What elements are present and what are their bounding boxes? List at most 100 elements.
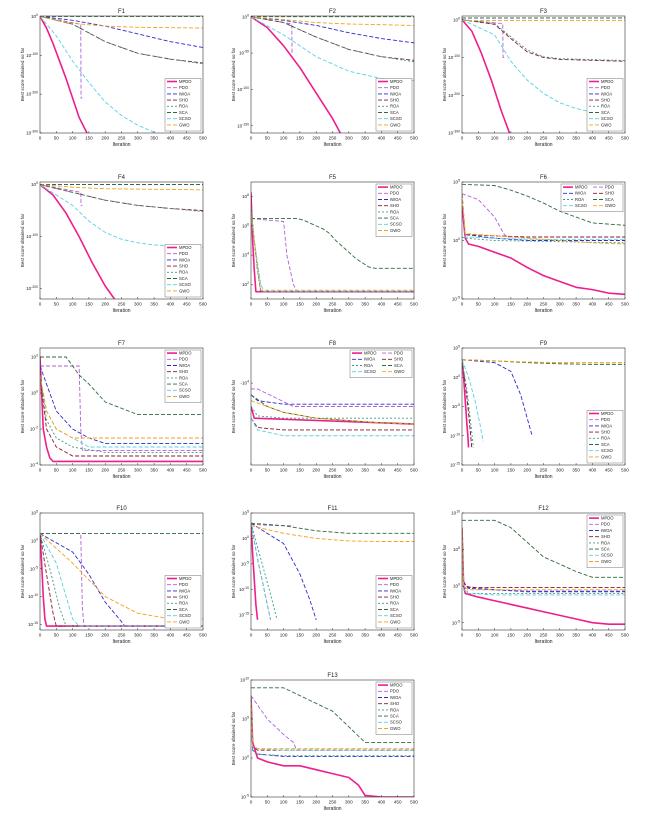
legend-box — [164, 78, 202, 132]
x-tick-label: 300 — [556, 468, 564, 473]
legend-label-roa: ROA — [601, 436, 610, 441]
x-tick-label: 0 — [39, 633, 42, 638]
chart-f11: F11 0 50 100 150 200 250 300 350 400 450 500 105 100 1… — [231, 506, 418, 645]
y-tick-label: 105 — [453, 345, 460, 351]
x-tick-label: 100 — [491, 633, 499, 638]
legend-label-sca: SCA — [390, 216, 399, 221]
x-tick-label: 100 — [280, 633, 288, 638]
y-tick-label: 106 — [242, 222, 249, 228]
chart-title: F9 — [540, 341, 548, 347]
y-tick-label: 1010 — [451, 510, 460, 516]
x-tick-label: 450 — [394, 302, 402, 307]
legend-label-sca: SCA — [179, 110, 188, 115]
x-tick-label: 450 — [605, 633, 613, 638]
x-tick-label: 50 — [265, 468, 271, 473]
series-line-scso — [462, 527, 625, 596]
legend-label-pdo: PDO — [179, 85, 189, 90]
legend-label-pdo: PDO — [390, 689, 400, 694]
series-line-sho — [251, 16, 414, 61]
y-tick-label: 10-15 — [450, 462, 460, 468]
x-tick-label: 350 — [150, 468, 158, 473]
series-line-sca — [40, 356, 203, 416]
y-tick-label: 105 — [242, 716, 249, 722]
x-axis-label: Iteration — [323, 308, 341, 314]
x-tick-label: 200 — [312, 800, 320, 805]
series-line-pdo — [40, 365, 203, 452]
x-axis-label: Iteration — [112, 142, 130, 148]
legend-label-sca: SCA — [390, 110, 399, 115]
x-tick-label: 250 — [118, 633, 126, 638]
legend-label-pdo: PDO — [394, 351, 404, 356]
y-axis-label: Best score obtained so far — [231, 711, 236, 765]
series-group — [40, 183, 203, 299]
x-tick-label: 200 — [312, 302, 320, 307]
x-tick-label: 100 — [491, 468, 499, 473]
x-tick-label: 250 — [118, 136, 126, 141]
y-tick-label: 100 — [453, 237, 460, 243]
x-axis-label: Iteration — [112, 474, 130, 480]
x-tick-label: 200 — [312, 136, 320, 141]
x-tick-label: 150 — [296, 468, 304, 473]
y-tick-label: 10-10 — [28, 593, 38, 599]
series-line-scso — [462, 19, 625, 117]
y-tick-label: 100 — [31, 537, 38, 543]
series-line-sca — [462, 183, 625, 226]
y-axis-label: Best score obtained so far — [442, 47, 447, 101]
series-line-gwo — [462, 527, 625, 591]
legend-label-sho: SHO — [390, 595, 400, 600]
series-line-gwo — [251, 211, 414, 291]
series-line-mpdo — [40, 16, 88, 133]
series-line-sho — [40, 374, 203, 457]
x-tick-label: 0 — [39, 136, 42, 141]
legend-label-iwoa: IWOA — [390, 91, 401, 96]
legend-label-iwoa: IWOA — [390, 588, 401, 593]
series-line-mpdo — [251, 16, 342, 133]
x-tick-label: 500 — [199, 633, 207, 638]
series-line-sho — [40, 184, 203, 212]
x-tick-label: 500 — [199, 468, 207, 473]
x-tick-label: 400 — [589, 302, 597, 307]
x-tick-label: 300 — [345, 633, 353, 638]
legend-label-iwoa: IWOA — [601, 91, 612, 96]
x-tick-label: 350 — [150, 136, 158, 141]
x-tick-label: 250 — [329, 800, 337, 805]
x-tick-label: 350 — [572, 302, 580, 307]
chart-f5: F5 0 50 100 150 200 250 300 350 400 450 500 102 104 10… — [231, 175, 418, 314]
x-tick-label: 350 — [361, 302, 369, 307]
x-tick-label: 100 — [280, 136, 288, 141]
legend-label-pdo: PDO — [390, 85, 400, 90]
legend-label-scso: SCSO — [390, 613, 403, 618]
legend-box — [560, 183, 624, 212]
series-line-roa — [462, 19, 625, 61]
legend-label-gwo: GWO — [179, 122, 190, 127]
x-tick-label: 400 — [589, 633, 597, 638]
series-line-iwoa — [251, 16, 414, 44]
legend-label-sca: SCA — [601, 442, 610, 447]
x-tick-label: 400 — [167, 633, 175, 638]
y-tick-label: 102 — [242, 281, 249, 287]
x-tick-label: 250 — [540, 302, 548, 307]
y-tick-label: 10-4 — [30, 462, 38, 468]
series-line-sca — [251, 218, 414, 269]
x-tick-label: 500 — [410, 468, 418, 473]
chart-f3: F3 0 50 100 150 200 250 300 350 400 450 500 100 10-10… — [442, 9, 629, 148]
legend-label-iwoa: IWOA — [179, 91, 190, 96]
y-axis-label: Best score obtained so far — [20, 213, 25, 267]
y-tick-label: 10-100 — [448, 54, 460, 60]
x-tick-label: 350 — [361, 633, 369, 638]
x-tick-label: 150 — [507, 468, 515, 473]
x-tick-label: 100 — [280, 800, 288, 805]
y-axis-label: Best score obtained so far — [231, 213, 236, 267]
x-tick-label: 350 — [361, 800, 369, 805]
legend-label-sca: SCA — [179, 382, 188, 387]
legend-label-scso: SCSO — [390, 116, 403, 121]
chart-title: F3 — [540, 9, 548, 15]
legend-label-gwo: GWO — [601, 559, 612, 564]
y-tick-label: 10-50 — [239, 50, 249, 56]
legend-label-sho: SHO — [394, 357, 404, 362]
legend-label-iwoa: IWOA — [575, 191, 586, 196]
